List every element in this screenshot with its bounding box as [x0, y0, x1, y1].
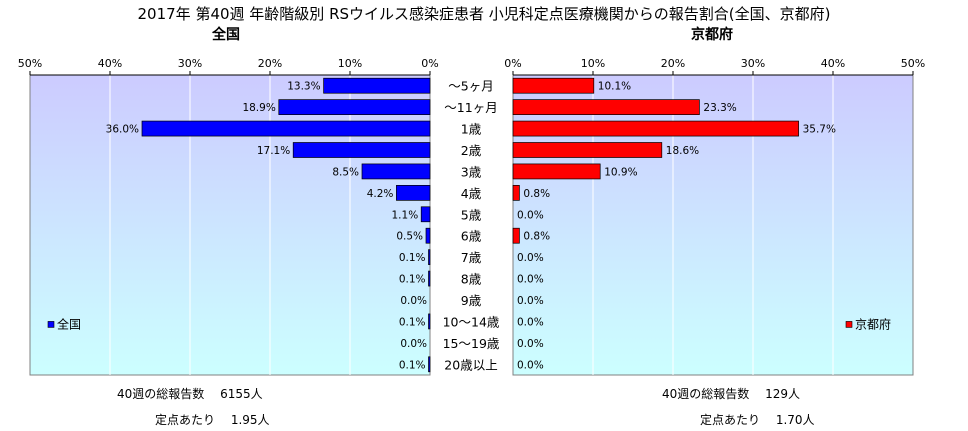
kyoto-tick-label: 0%: [504, 57, 521, 70]
kyoto-plot-area: [512, 74, 914, 376]
national-data-label: 0.1%: [399, 274, 426, 286]
kyoto-data-label: 0.0%: [517, 209, 544, 221]
national-data-label: 36.0%: [106, 124, 139, 136]
kyoto-data-label: 0.0%: [517, 316, 544, 328]
kyoto-bar: [512, 227, 520, 244]
national-bar: [428, 249, 431, 265]
kyoto-data-label: 18.6%: [666, 145, 699, 157]
category-label: 5歳: [461, 207, 482, 222]
national-data-label: 0.0%: [400, 295, 427, 307]
kyoto-per-sentinel: 定点あたり 1.70人: [700, 413, 815, 427]
national-total-report: 40週の総報告数 6155人: [117, 387, 263, 401]
national-tick-label: 10%: [338, 57, 362, 70]
category-label: ～5ヶ月: [448, 79, 493, 94]
national-bar: [428, 313, 431, 330]
category-label: 9歳: [461, 293, 482, 308]
kyoto-tick-label: 30%: [741, 57, 765, 70]
national-data-label: 0.1%: [399, 252, 426, 264]
kyoto-tick-label: 10%: [581, 57, 605, 70]
category-label: 8歳: [461, 272, 482, 287]
national-data-label: 18.9%: [242, 102, 275, 114]
kyoto-tick-label: 50%: [901, 57, 925, 70]
national-tick-label: 0%: [421, 57, 438, 70]
national-data-label: 0.0%: [400, 338, 427, 350]
kyoto-data-label: 0.8%: [523, 188, 550, 200]
national-tick-label: 40%: [98, 57, 122, 70]
kyoto-data-label: 10.1%: [598, 81, 631, 93]
kyoto-tick-label: 40%: [821, 57, 845, 70]
kyoto-bar: [512, 99, 700, 115]
kyoto-total-report: 40週の総報告数 129人: [662, 387, 800, 401]
national-bar: [428, 270, 431, 287]
chart-title: 2017年 第40週 年齢階級別 RSウイルス感染症患者 小児科定点医療機関から…: [137, 5, 831, 23]
kyoto-bar: [512, 185, 520, 201]
kyoto-data-label: 35.7%: [803, 124, 836, 136]
national-bar: [396, 185, 431, 201]
category-label: 7歳: [461, 250, 482, 265]
kyoto-legend-swatch: [845, 321, 853, 328]
category-label: 1歳: [461, 122, 482, 137]
kyoto-data-label: 0.0%: [517, 359, 544, 371]
kyoto-bar: [512, 142, 663, 158]
kyoto-tick-label: 20%: [661, 57, 685, 70]
kyoto-data-label: 0.0%: [517, 252, 544, 264]
national-data-label: 4.2%: [367, 188, 394, 200]
kyoto-bar: [512, 120, 799, 137]
national-data-label: 8.5%: [332, 166, 359, 178]
category-label: 3歳: [461, 164, 482, 179]
national-data-label: 1.1%: [392, 209, 419, 221]
national-bar: [292, 142, 431, 158]
kyoto-data-label: 0.0%: [517, 274, 544, 286]
national-legend-label: 全国: [57, 316, 81, 331]
kyoto-data-label: 0.8%: [523, 231, 550, 243]
national-data-label: 13.3%: [287, 81, 320, 93]
kyoto-bar: [512, 163, 601, 180]
kyoto-data-label: 10.9%: [604, 166, 637, 178]
national-bar: [323, 77, 431, 94]
national-data-label: 17.1%: [257, 145, 290, 157]
national-tick-label: 20%: [258, 57, 282, 70]
category-label: 4歳: [461, 186, 482, 201]
national-subtitle: 全国: [212, 27, 240, 43]
kyoto-data-label: 0.0%: [517, 338, 544, 350]
national-bar: [428, 356, 431, 373]
category-label: 2歳: [461, 143, 482, 158]
category-label: 15～19歳: [443, 336, 500, 351]
national-bar: [425, 227, 431, 244]
national-data-label: 0.1%: [399, 359, 426, 371]
national-legend-swatch: [47, 321, 55, 328]
national-tick-label: 30%: [178, 57, 202, 70]
national-bar: [278, 99, 431, 115]
national-data-label: 0.1%: [399, 316, 426, 328]
kyoto-legend-label: 京都府: [855, 316, 891, 331]
kyoto-bar: [512, 77, 595, 94]
national-per-sentinel: 定点あたり 1.95人: [155, 413, 270, 427]
category-label: 20歳以上: [444, 357, 497, 372]
national-data-label: 0.5%: [396, 231, 423, 243]
kyoto-data-label: 23.3%: [703, 102, 736, 114]
category-label: 10～14歳: [443, 314, 500, 329]
national-plot-area: [29, 74, 431, 376]
national-tick-label: 50%: [18, 57, 42, 70]
kyoto-subtitle: 京都府: [691, 27, 733, 43]
category-label: 6歳: [461, 229, 482, 244]
kyoto-data-label: 0.0%: [517, 295, 544, 307]
category-label: ～11ヶ月: [444, 100, 497, 115]
national-bar: [141, 120, 431, 137]
national-bar: [420, 206, 431, 223]
national-bar: [361, 163, 431, 180]
